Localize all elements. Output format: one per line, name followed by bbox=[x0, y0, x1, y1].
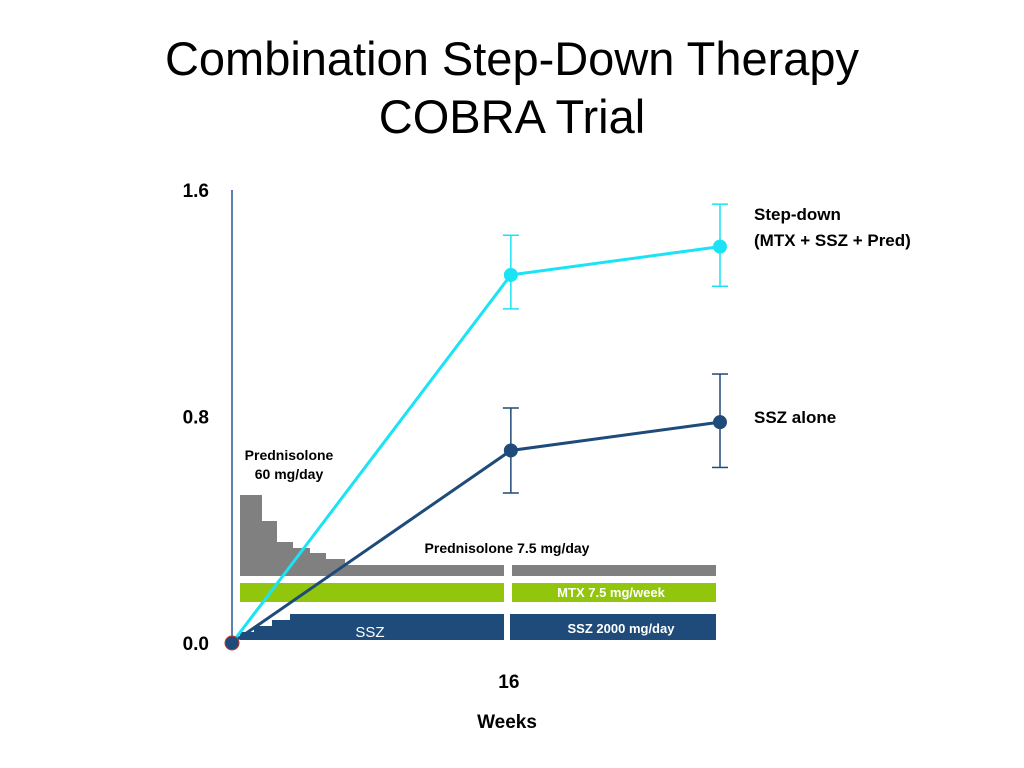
series-1-point-1 bbox=[503, 443, 518, 458]
series-0-point-1 bbox=[503, 267, 518, 282]
ssz-phase1-label: SSZ bbox=[355, 624, 384, 641]
origin-point bbox=[224, 635, 240, 651]
y-tick-label-0: 0.0 bbox=[183, 634, 209, 655]
prednisolone-maint-bar-1 bbox=[240, 565, 504, 576]
y-tick-label-1: 0.8 bbox=[183, 408, 209, 429]
series-0-point-2 bbox=[713, 239, 727, 254]
prednisolone-start-label-2: 60 mg/day bbox=[255, 466, 324, 482]
mtx-bar-2 bbox=[512, 583, 716, 602]
series-1-label-0: SSZ alone bbox=[754, 408, 836, 427]
series-0-label-1: (MTX + SSZ + Pred) bbox=[754, 231, 911, 250]
prednisolone-start-label-1: Prednisolone bbox=[245, 447, 334, 463]
title-line-1: Combination Step-Down Therapy bbox=[164, 32, 860, 85]
ssz-bar-2 bbox=[510, 614, 716, 640]
prednisolone-maint-label: Prednisolone 7.5 mg/day bbox=[425, 540, 590, 556]
series-0-label-0: Step-down bbox=[754, 205, 841, 224]
x-axis-label: Weeks bbox=[477, 712, 537, 733]
mtx-label: MTX 7.5 mg/week bbox=[557, 585, 665, 600]
ssz-phase2-label: SSZ 2000 mg/day bbox=[568, 621, 676, 636]
y-tick-label-2: 1.6 bbox=[183, 181, 209, 202]
x-tick-label-0: 16 bbox=[498, 672, 519, 693]
series-1-point-2 bbox=[713, 415, 727, 430]
title-line-2: COBRA Trial bbox=[378, 90, 646, 143]
ssz-bar-1 bbox=[240, 614, 504, 640]
mtx-bar-1 bbox=[240, 583, 504, 602]
slide-title: Combination Step-Down Therapy COBRA Tria… bbox=[0, 30, 1024, 146]
prednisolone-step-2 bbox=[262, 521, 277, 576]
prednisolone-maint-bar-2 bbox=[512, 565, 716, 576]
prednisolone-step-1 bbox=[240, 495, 262, 576]
